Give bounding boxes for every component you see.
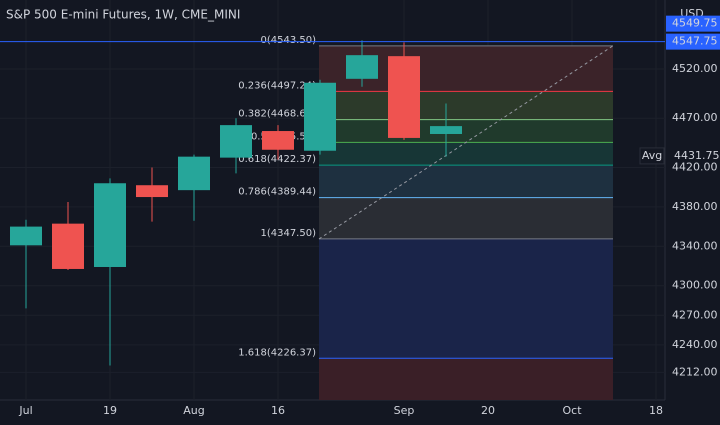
x-tick-label: 16 [271,404,285,417]
fib-band [319,358,613,400]
x-tick-label: 20 [481,404,495,417]
y-tick-label: 4300.00 [672,279,718,292]
x-tick-label: 18 [649,404,663,417]
plot-area: 0(4543.50) 0.236(4497.24) 0.382(4468.63) 0.… [0,34,665,400]
fib-trend-line [318,45,614,240]
fib-band [319,142,613,166]
fib-level-label: 0.786(4389.44) [238,187,316,198]
price-label-bg [666,33,720,50]
fib-level-label: 1.618(4226.37) [238,347,316,358]
fib-band [319,197,613,239]
x-tick-label: Aug [183,404,204,417]
fib-level-label: 0(4543.50) [260,35,316,46]
avg-tag: Avg [642,149,662,162]
candle-body [388,56,420,138]
chart-title: S&P 500 E-mini Futures, 1W, CME_MINI [6,8,240,22]
y-tick-label: 4240.00 [672,338,718,351]
fib-band [319,238,613,359]
y-tick-label: 4520.00 [672,62,718,75]
y-tick-label: 4340.00 [672,239,718,252]
candle-body [262,131,294,150]
candle-body [136,185,168,198]
candle-body [10,226,42,246]
x-tick-label: 19 [103,404,117,417]
candle-body [304,82,336,151]
avg-label: 4431.75 [674,149,720,162]
candle-body [52,223,84,269]
y-tick-label: 4212.00 [672,365,718,378]
candle-body [346,55,378,79]
price-label: 4549.75 [672,17,718,30]
fib-band [319,91,613,120]
y-tick-label: 4470.00 [672,111,718,124]
candle-body [220,125,252,158]
fib-band [319,165,613,198]
fib-level-label: 1(4347.50) [260,228,316,239]
x-tick-label: Oct [562,404,582,417]
candle-body [430,126,462,134]
fib-level-label: 0.382(4468.63) [238,109,316,120]
x-tick-label: Jul [18,404,32,417]
candle-body [94,183,126,267]
candle-body [178,156,210,191]
fib-level-label: 0.236(4497.24) [238,80,316,91]
fib-band [319,119,613,143]
price-label-bg [666,15,720,32]
y-tick-label: 4270.00 [672,308,718,321]
avg-tag-bg [639,147,665,165]
y-tick-label: 4380.00 [672,200,718,213]
y-tick-label: 4420.00 [672,160,718,173]
x-tick-label: Sep [394,404,415,417]
fib-level-label: 0.618(4422.37) [238,154,316,165]
price-label: 4547.75 [672,35,718,48]
